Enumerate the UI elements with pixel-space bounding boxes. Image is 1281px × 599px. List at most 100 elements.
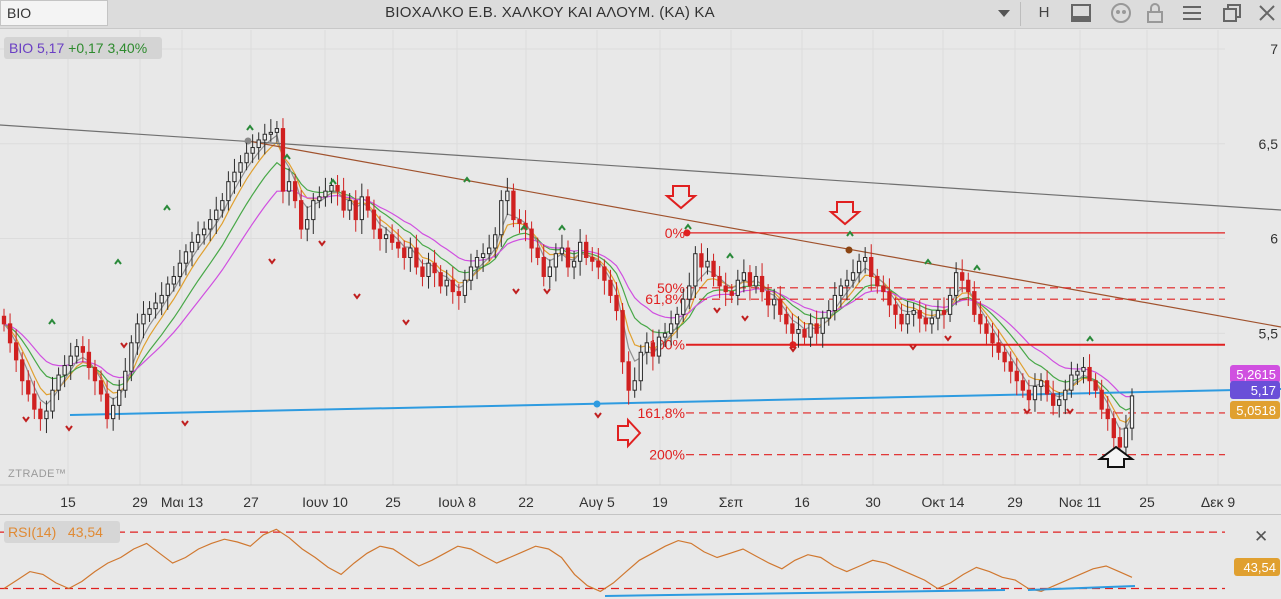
swing-high-marker	[48, 318, 56, 325]
candle-body	[474, 257, 480, 268]
x-tick-label: Νοε 11	[1059, 494, 1102, 510]
candle-body	[292, 181, 298, 202]
candle-body	[1075, 370, 1080, 376]
down-arrow-annotation	[664, 185, 698, 210]
price-axis: 7 6,5 6 5,5	[1259, 41, 1279, 341]
swing-low-marker	[1023, 408, 1031, 415]
candle-body	[274, 128, 280, 133]
candle-body	[317, 196, 322, 202]
swing-low-marker	[789, 346, 797, 353]
candle-body	[881, 285, 886, 293]
swing-high-marker	[163, 204, 171, 211]
candle-body	[772, 298, 777, 306]
candle-body	[668, 323, 674, 334]
candle-body	[499, 200, 504, 236]
candle-body	[329, 184, 334, 192]
swing-low-marker	[402, 319, 410, 326]
moving-average-line	[3, 161, 1133, 411]
swing-high-marker	[463, 176, 471, 183]
candle-body	[201, 228, 207, 236]
time-axis: 15 29 Μαι 13 27 Ιουν 10 25 Ιουλ 8 22 Αυγ 5 19 Σεπ 1…	[0, 484, 1281, 510]
candle-body	[262, 133, 267, 141]
candle-body	[123, 370, 128, 391]
symbol-input[interactable]: BIO	[0, 0, 108, 26]
candle-body	[966, 279, 971, 293]
swing-low-marker	[268, 258, 276, 265]
candle-body	[189, 241, 195, 253]
support-anchor	[593, 400, 601, 408]
close-rsi-icon[interactable]: ✕	[1254, 527, 1269, 546]
x-tick-label: 29	[1007, 494, 1023, 510]
candle-body	[747, 272, 753, 287]
dropdown-arrow-icon[interactable]	[998, 10, 1010, 17]
candle-body	[1044, 380, 1050, 395]
candle-body	[984, 323, 989, 334]
swing-low-marker	[512, 288, 520, 295]
close-icon[interactable]	[1256, 2, 1278, 24]
candle-body	[790, 323, 795, 334]
candle-body	[808, 323, 813, 338]
candle-body	[529, 228, 534, 249]
candle-body	[177, 262, 183, 277]
candle-body	[1099, 389, 1104, 410]
symbol-price: BIO 5,17	[9, 40, 65, 56]
candle-body	[1123, 427, 1129, 448]
candle-body	[1014, 370, 1019, 382]
candle-body	[960, 272, 965, 281]
candle-body	[778, 298, 783, 315]
candle-body	[759, 275, 765, 293]
candle-body	[268, 131, 273, 135]
candle-body	[165, 283, 170, 296]
x-tick-label: Ιουν 10	[302, 494, 348, 510]
window-icon[interactable]	[1221, 2, 1243, 24]
candle-body	[784, 313, 789, 325]
x-tick-label: 25	[385, 494, 401, 510]
rsi-value: 43,54	[67, 524, 103, 540]
candle-body	[365, 196, 371, 211]
price-change: +0,17 3,40%	[68, 40, 148, 56]
candle-body	[590, 257, 595, 262]
x-tick-label: 27	[243, 494, 259, 510]
lock-icon[interactable]	[1144, 2, 1166, 24]
fib-anchor	[789, 341, 797, 349]
x-tick-label: Σεπ	[719, 494, 744, 510]
trend-anchor	[845, 246, 853, 254]
candle-body	[232, 171, 237, 183]
candle-body	[92, 366, 98, 382]
candle-body	[972, 291, 977, 315]
candle-body	[735, 279, 740, 296]
candle-body	[80, 346, 85, 353]
swing-high-marker	[684, 223, 692, 230]
comment-icon[interactable]	[1110, 2, 1132, 24]
layout-icon[interactable]	[1070, 2, 1092, 24]
candle-body	[104, 393, 110, 420]
rsi-pane: 43,54	[0, 528, 1280, 597]
period-button[interactable]: H	[1038, 4, 1050, 21]
candle-body	[941, 310, 947, 315]
candle-body	[141, 313, 146, 325]
up-arrow-annotation	[1097, 445, 1135, 468]
candle-body	[50, 389, 55, 412]
candle-body	[838, 285, 844, 296]
candle-body	[377, 228, 383, 240]
pane-divider[interactable]	[0, 514, 1281, 515]
candle-body	[869, 257, 874, 277]
candle-body	[1002, 351, 1007, 363]
x-tick-label: 25	[1139, 494, 1155, 510]
menu-icon[interactable]	[1181, 2, 1203, 24]
candle-body	[517, 219, 522, 224]
candle-body	[656, 336, 662, 357]
candle-body	[953, 272, 959, 296]
x-tick-label: Δεκ 9	[1201, 494, 1235, 510]
candle-body	[814, 323, 819, 334]
fib-level-label: 161,8%	[638, 405, 685, 421]
candle-body	[850, 272, 856, 281]
candle-body	[256, 139, 261, 149]
candle-body	[74, 346, 79, 357]
candle-body	[620, 310, 625, 363]
candle-body	[796, 329, 801, 334]
candle-body	[1051, 393, 1056, 406]
candle-body	[887, 291, 892, 306]
